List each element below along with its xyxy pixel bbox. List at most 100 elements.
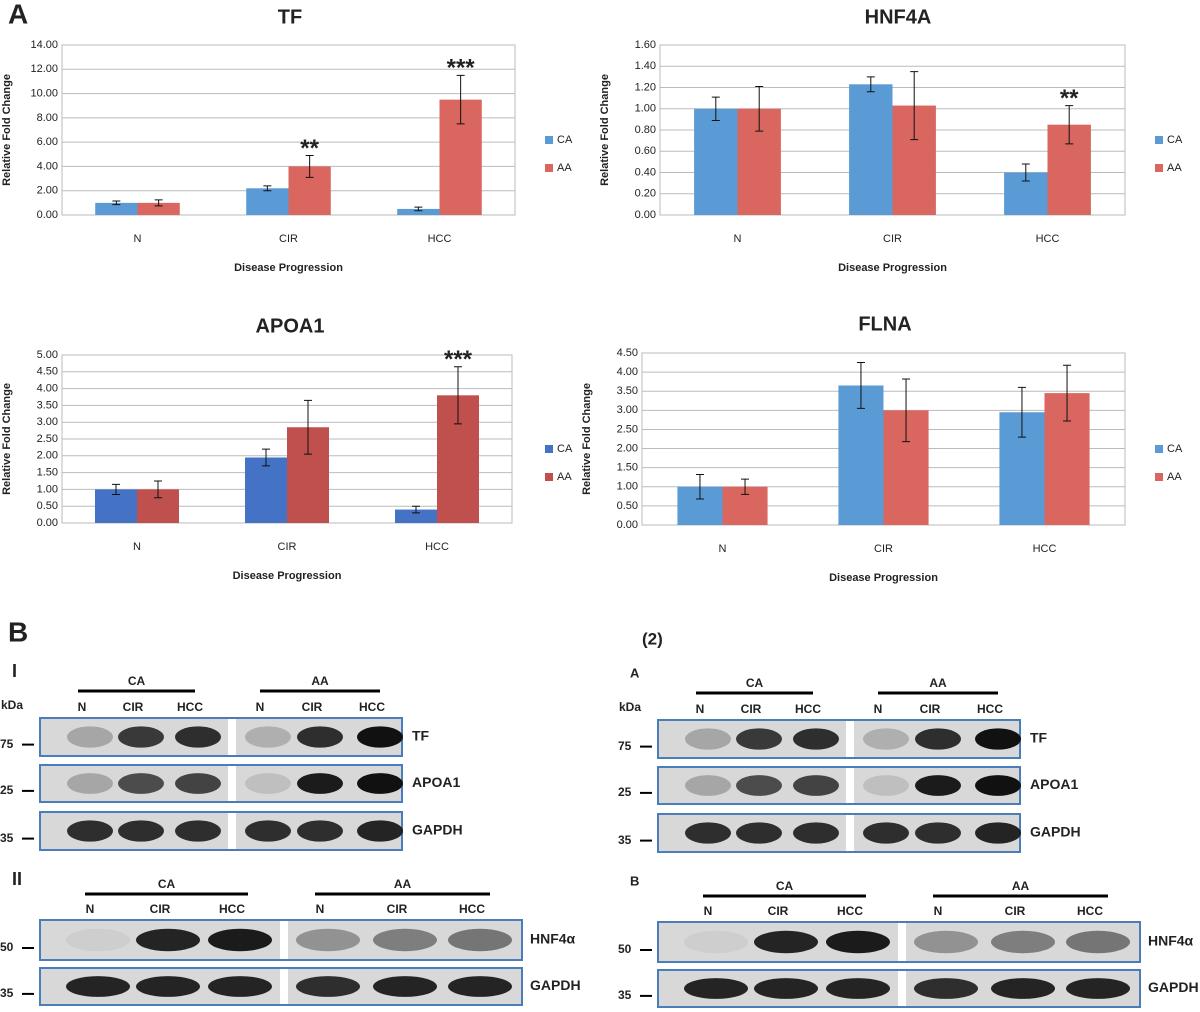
blot-band [175,773,221,794]
blot-band [245,820,291,842]
blot-band [66,928,130,952]
protein-label: TF [412,728,430,744]
group-label: CA [158,877,176,891]
y-tick-label: 4.50 [37,366,58,378]
legend-label: CA [557,134,573,146]
blot-band [373,928,437,952]
x-tick-label: CIR [278,541,297,553]
y-tick-label: 8.00 [37,112,58,124]
x-axis-title: Disease Progression [234,262,343,274]
lane-label: CIR [768,904,789,918]
y-tick-label: 2.50 [617,423,638,435]
blot-band [826,978,890,999]
x-tick-label: N [734,233,742,245]
error-bar [695,474,704,500]
marker-label: 35 [618,988,632,1002]
group-label: AA [929,676,947,690]
blot-band [357,773,403,794]
blot-band [915,822,961,844]
blot-band [245,726,291,748]
chart-title: HNF4A [865,6,932,28]
x-tick-label: HCC [1033,543,1057,555]
blot-band [1066,978,1130,999]
error-bar [902,378,911,443]
blot-band [373,976,437,997]
protein-label: HNF4α [1148,933,1194,949]
lane-label: HCC [1077,904,1103,918]
blot-section-label: II [12,869,22,889]
lane-gap [228,719,236,755]
y-tick-label: 1.20 [635,81,656,93]
blot-band [915,728,961,750]
y-tick-label: 0.00 [617,519,638,531]
lane-label: N [696,702,705,716]
lane-label: N [874,702,883,716]
marker-label: 35 [0,986,14,1000]
error-bar [263,185,272,192]
y-tick-label: 4.00 [617,366,638,378]
y-axis-title: Relative Fold Change [599,74,611,186]
blot-band [245,773,291,794]
group-label: CA [746,676,764,690]
lane-gap [898,971,906,1006]
error-bar [856,362,865,409]
lane-gap [280,969,288,1004]
error-bar [866,76,875,93]
blot-band [863,822,909,844]
lane-label: N [704,904,713,918]
protein-label: APOA1 [1030,776,1078,792]
lane-gap [228,813,236,849]
y-tick-label: 14.00 [30,39,58,51]
lane-gap [846,815,854,851]
blot-band [685,822,731,844]
blot-band [448,928,512,952]
blot-band [736,775,782,796]
blot-band [914,930,978,954]
lane-gap [228,766,236,801]
error-bar [414,206,423,212]
marker-label: 35 [618,833,632,847]
blot-band [448,976,512,997]
y-tick-label: 4.50 [617,347,638,359]
blot-band [915,775,961,796]
blot-band [754,930,818,954]
x-tick-label: N [133,541,141,553]
lane-label: CIR [123,700,144,714]
marker-label: 50 [0,940,14,954]
blot-band [975,822,1021,844]
significance-label: ** [1060,85,1079,112]
y-tick-label: 1.00 [635,103,656,115]
blot-band [118,820,164,842]
lane-label: HCC [459,902,485,916]
blot-band [793,822,839,844]
blot-band [136,928,200,952]
legend-swatch [545,445,553,453]
blot-band [793,728,839,750]
group-label: CA [776,879,794,893]
error-bar [1021,163,1030,182]
blot-band [296,976,360,997]
group-label: CA [128,674,146,688]
blot-band [118,773,164,794]
legend-label: AA [1167,471,1182,483]
lane-gap [846,768,854,803]
error-bar [1063,364,1072,422]
legend-swatch [1155,445,1163,453]
kda-label: kDa [619,700,641,714]
error-bar [112,483,120,495]
blot-band [297,773,343,794]
error-bar [262,448,270,467]
y-tick-label: 6.00 [37,136,58,148]
lane-label: N [316,902,325,916]
y-tick-label: 2.00 [617,442,638,454]
y-tick-label: 0.60 [635,145,656,157]
blot-band [208,976,272,997]
legend-swatch [1155,473,1163,481]
blot-band [357,726,403,748]
lane-label: CIR [387,902,408,916]
lane-label: N [86,902,95,916]
error-bar [154,199,163,207]
legend-label: AA [557,471,572,483]
x-axis-title: Disease Progression [829,572,938,584]
protein-label: APOA1 [412,774,460,790]
